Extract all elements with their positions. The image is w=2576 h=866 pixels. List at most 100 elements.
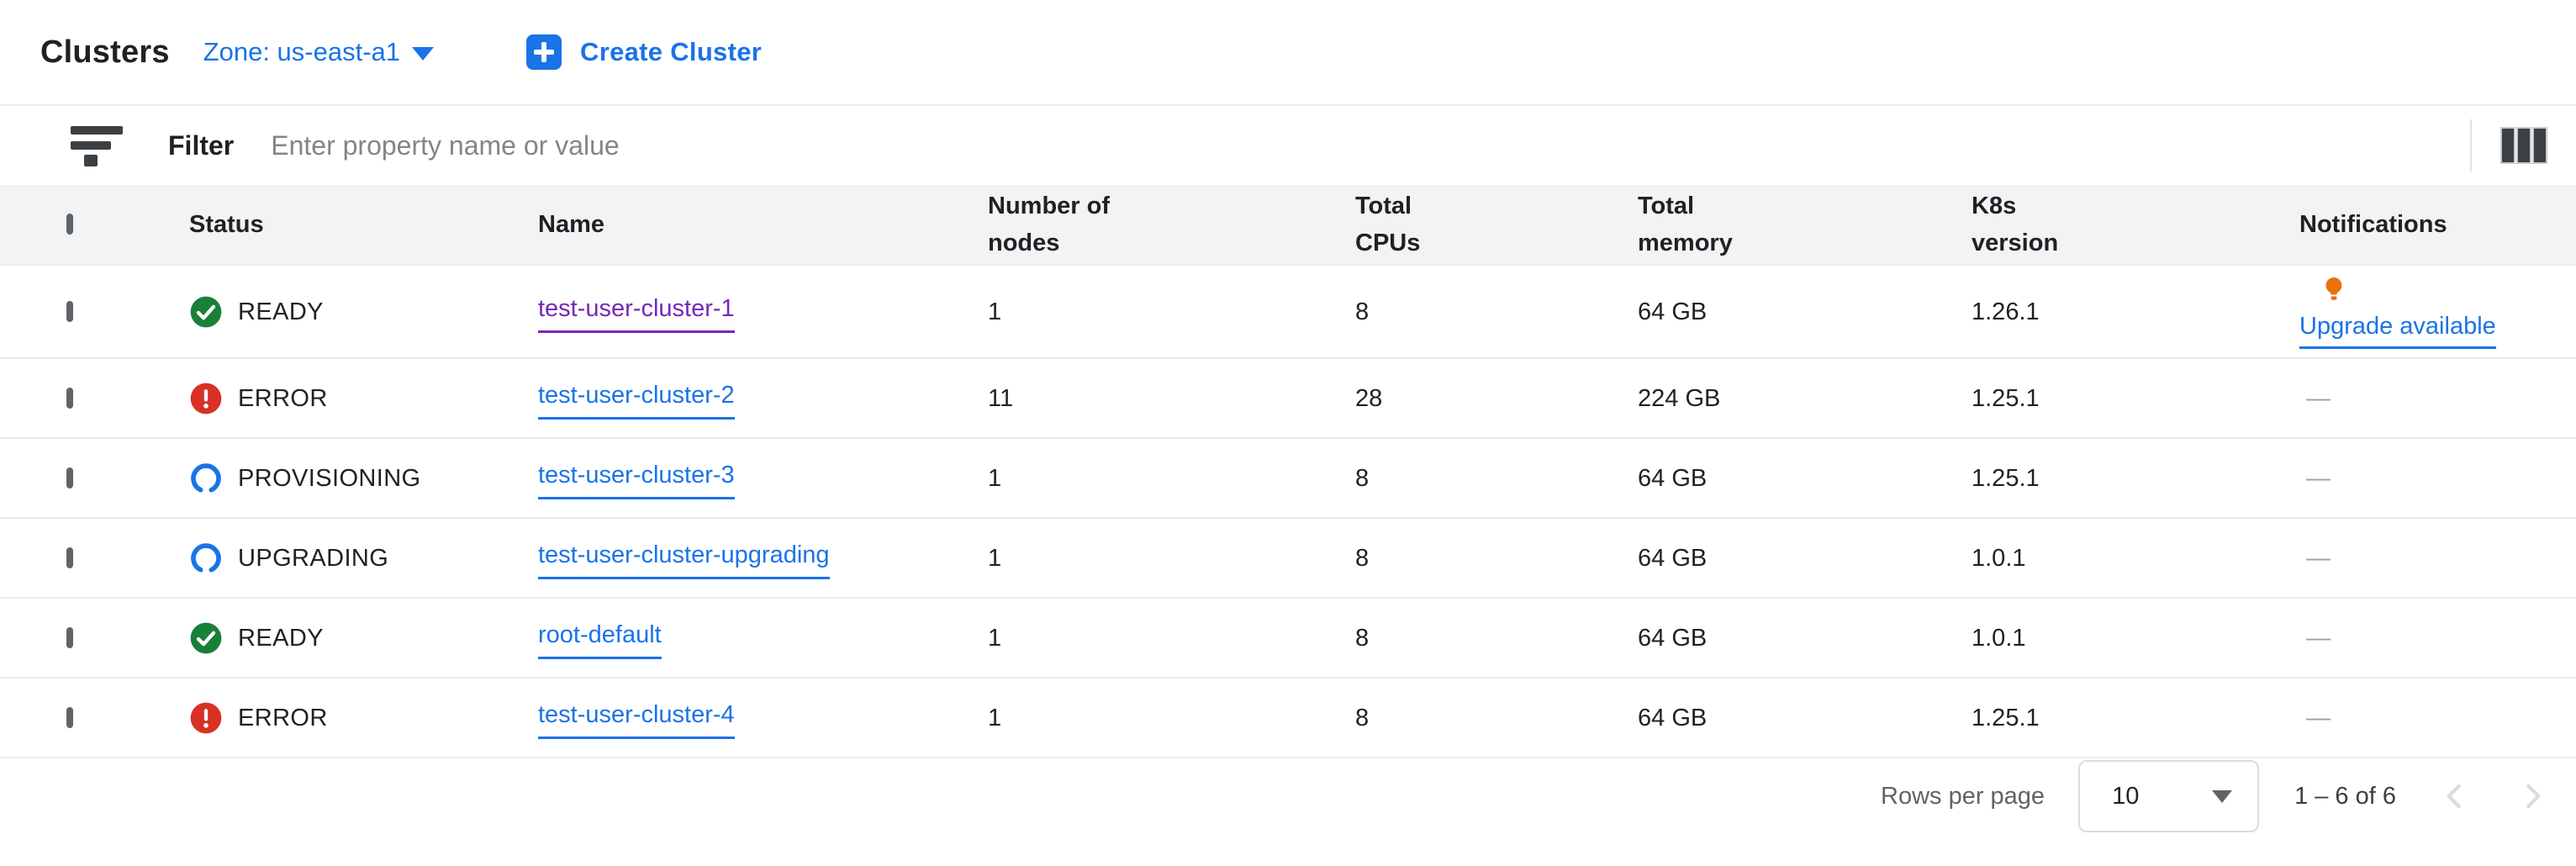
lightbulb-icon bbox=[2325, 277, 2342, 300]
row-checkbox[interactable] bbox=[66, 706, 73, 728]
row-checkbox[interactable] bbox=[66, 387, 73, 409]
cpus-cell: 8 bbox=[1355, 624, 1370, 652]
k8s-version-cell: 1.0.1 bbox=[1972, 544, 2026, 572]
notifications-cell: Upgrade available bbox=[2299, 266, 2576, 357]
zone-selector-label: Zone: us-east-a1 bbox=[203, 37, 401, 66]
error-circle-icon bbox=[190, 383, 222, 414]
nodes-cell: 1 bbox=[988, 464, 1002, 492]
notification-dash: — bbox=[2306, 704, 2331, 731]
check-circle-icon bbox=[190, 622, 222, 653]
status-label: READY bbox=[238, 298, 324, 325]
k8s-version-cell: 1.25.1 bbox=[1972, 464, 2040, 492]
status-label: ERROR bbox=[238, 704, 328, 731]
page-header: Clusters Zone: us-east-a1 Create Cluster bbox=[0, 0, 2576, 106]
status-cell: ERROR bbox=[189, 700, 538, 737]
cluster-name-link[interactable]: test-user-cluster-4 bbox=[538, 697, 735, 739]
nodes-cell: 11 bbox=[988, 384, 1014, 412]
pagination-range: 1 – 6 of 6 bbox=[2294, 782, 2396, 810]
cluster-name-link[interactable]: test-user-cluster-2 bbox=[538, 378, 735, 420]
upgrade-available-link[interactable]: Upgrade available bbox=[2299, 309, 2496, 349]
pagination-bar: Rows per page 10 1 – 6 of 6 bbox=[0, 758, 2576, 834]
table-row: READY root-default 1 8 64 GB 1.0.1 — bbox=[0, 599, 2576, 679]
cluster-name-link[interactable]: root-default bbox=[538, 617, 662, 659]
column-header-status: Status bbox=[189, 211, 264, 238]
memory-cell: 64 GB bbox=[1638, 544, 1708, 572]
row-checkbox[interactable] bbox=[66, 626, 73, 648]
spinner-icon bbox=[191, 462, 221, 492]
table-header-row: Status Name Number of nodes Total CPUs T… bbox=[0, 185, 2576, 266]
status-cell: PROVISIONING bbox=[189, 460, 538, 497]
status-cell: READY bbox=[189, 620, 538, 657]
previous-page-button[interactable] bbox=[2436, 778, 2473, 815]
k8s-version-cell: 1.25.1 bbox=[1972, 384, 2040, 412]
cpus-cell: 8 bbox=[1355, 704, 1370, 731]
table-row: READY test-user-cluster-1 1 8 64 GB 1.26… bbox=[0, 266, 2576, 359]
row-checkbox[interactable] bbox=[66, 467, 73, 488]
nodes-cell: 1 bbox=[988, 624, 1002, 652]
k8s-version-cell: 1.26.1 bbox=[1972, 298, 2040, 325]
notification-upgrade: Upgrade available bbox=[2299, 266, 2576, 357]
plus-icon bbox=[526, 34, 562, 70]
table-row: UPGRADING test-user-cluster-upgrading 1 … bbox=[0, 519, 2576, 599]
column-display-options-icon[interactable] bbox=[2497, 124, 2551, 167]
select-all-checkbox[interactable] bbox=[66, 214, 73, 235]
create-cluster-button[interactable]: Create Cluster bbox=[526, 34, 762, 70]
check-circle-icon bbox=[190, 296, 222, 327]
select-caret-icon bbox=[2212, 789, 2233, 803]
rows-per-page-label: Rows per page bbox=[1881, 782, 2045, 810]
status-cell: UPGRADING bbox=[189, 540, 538, 577]
error-circle-icon bbox=[190, 702, 222, 733]
filter-input[interactable] bbox=[271, 129, 2470, 161]
status-cell: READY bbox=[189, 293, 538, 330]
column-header-k8s: K8s version bbox=[1972, 193, 2059, 256]
status-label: PROVISIONING bbox=[238, 464, 421, 492]
cpus-cell: 8 bbox=[1355, 298, 1370, 325]
notifications-cell: — bbox=[2299, 380, 2576, 417]
notifications-cell: — bbox=[2299, 540, 2576, 577]
filter-icon bbox=[71, 126, 124, 166]
status-label: ERROR bbox=[238, 384, 328, 412]
notifications-cell: — bbox=[2299, 620, 2576, 657]
create-cluster-label: Create Cluster bbox=[580, 37, 763, 66]
memory-cell: 64 GB bbox=[1638, 704, 1708, 731]
nodes-cell: 1 bbox=[988, 298, 1002, 325]
notification-dash: — bbox=[2306, 464, 2331, 492]
chevron-left-icon bbox=[2447, 784, 2461, 809]
memory-cell: 224 GB bbox=[1638, 384, 1721, 412]
notifications-cell: — bbox=[2299, 700, 2576, 737]
cpus-cell: 8 bbox=[1355, 464, 1370, 492]
cluster-name-link[interactable]: test-user-cluster-1 bbox=[538, 291, 735, 333]
memory-cell: 64 GB bbox=[1638, 464, 1708, 492]
memory-cell: 64 GB bbox=[1638, 624, 1708, 652]
notification-dash: — bbox=[2306, 544, 2331, 572]
notification-dash: — bbox=[2306, 624, 2331, 652]
table-body: READY test-user-cluster-1 1 8 64 GB 1.26… bbox=[0, 266, 2576, 758]
chevron-right-icon bbox=[2526, 784, 2541, 809]
column-header-memory: Total memory bbox=[1638, 193, 1733, 256]
zone-selector[interactable]: Zone: us-east-a1 bbox=[203, 37, 435, 67]
row-checkbox[interactable] bbox=[66, 300, 73, 322]
nodes-cell: 1 bbox=[988, 704, 1002, 731]
cpus-cell: 28 bbox=[1355, 384, 1383, 412]
status-label: READY bbox=[238, 624, 324, 652]
toolbar-divider bbox=[2470, 119, 2472, 172]
column-header-cpus: Total CPUs bbox=[1355, 193, 1421, 256]
next-page-button[interactable] bbox=[2514, 778, 2551, 815]
chevron-down-icon bbox=[412, 47, 435, 61]
cluster-name-link[interactable]: test-user-cluster-upgrading bbox=[538, 537, 830, 579]
cluster-name-link[interactable]: test-user-cluster-3 bbox=[538, 457, 735, 499]
rows-per-page-value: 10 bbox=[2112, 782, 2140, 810]
table-row: PROVISIONING test-user-cluster-3 1 8 64 … bbox=[0, 439, 2576, 519]
notification-dash: — bbox=[2306, 384, 2331, 412]
table-row: ERROR test-user-cluster-2 11 28 224 GB 1… bbox=[0, 359, 2576, 439]
k8s-version-cell: 1.0.1 bbox=[1972, 624, 2026, 652]
status-label: UPGRADING bbox=[238, 544, 389, 572]
page-title: Clusters bbox=[40, 34, 170, 70]
column-header-nodes: Number of nodes bbox=[988, 193, 1110, 256]
nodes-cell: 1 bbox=[988, 544, 1002, 572]
table-row: ERROR test-user-cluster-4 1 8 64 GB 1.25… bbox=[0, 679, 2576, 758]
notifications-cell: — bbox=[2299, 460, 2576, 497]
row-checkbox[interactable] bbox=[66, 547, 73, 568]
rows-per-page-select[interactable]: 10 bbox=[2078, 760, 2260, 832]
cpus-cell: 8 bbox=[1355, 544, 1370, 572]
